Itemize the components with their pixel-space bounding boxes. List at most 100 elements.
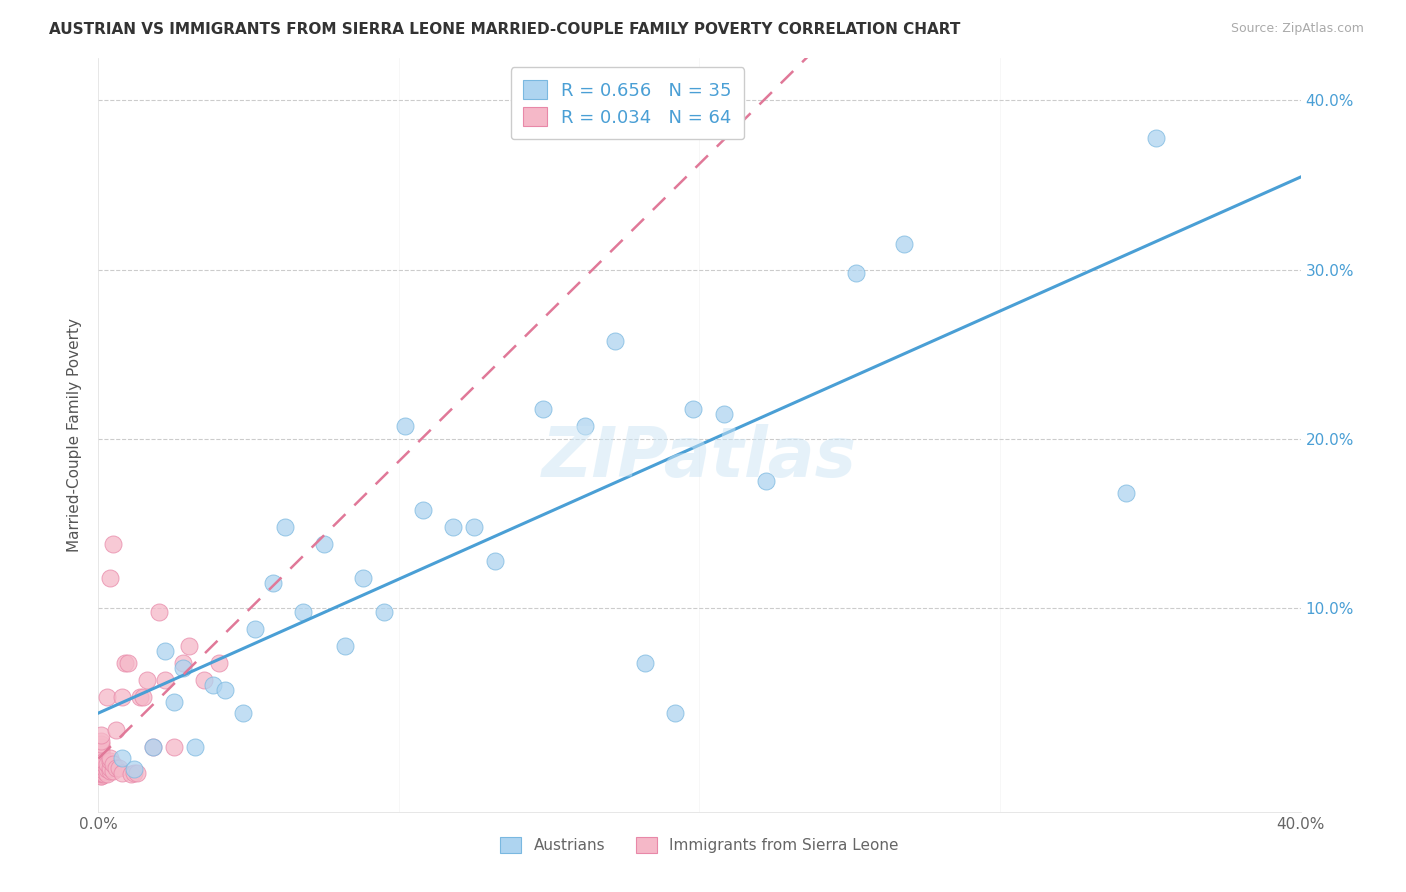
Point	[441, 520, 464, 534]
Point	[90, 769, 112, 783]
Point	[103, 757, 125, 772]
Point	[93, 767, 115, 781]
Point	[90, 737, 112, 751]
Point	[333, 639, 356, 653]
Point	[90, 748, 112, 763]
Point	[90, 747, 112, 761]
Point	[103, 537, 125, 551]
Point	[90, 761, 112, 775]
Point	[605, 334, 627, 348]
Point	[373, 605, 395, 619]
Point	[172, 656, 194, 670]
Point	[90, 754, 112, 768]
Legend: Austrians, Immigrants from Sierra Leone: Austrians, Immigrants from Sierra Leone	[492, 830, 907, 861]
Point	[90, 763, 112, 777]
Point	[90, 763, 112, 777]
Point	[93, 754, 115, 768]
Text: AUSTRIAN VS IMMIGRANTS FROM SIERRA LEONE MARRIED-COUPLE FAMILY POVERTY CORRELATI: AUSTRIAN VS IMMIGRANTS FROM SIERRA LEONE…	[49, 22, 960, 37]
Point	[162, 740, 184, 755]
Point	[111, 765, 134, 780]
Point	[291, 605, 314, 619]
Point	[111, 750, 134, 764]
Point	[243, 622, 266, 636]
Point	[90, 744, 112, 758]
Point	[103, 764, 125, 778]
Point	[172, 661, 194, 675]
Point	[201, 678, 224, 692]
Point	[148, 605, 170, 619]
Point	[96, 690, 118, 704]
Point	[93, 764, 115, 778]
Point	[121, 767, 143, 781]
Point	[664, 706, 686, 721]
Point	[90, 761, 112, 775]
Point	[100, 764, 122, 778]
Point	[90, 733, 112, 747]
Point	[100, 754, 122, 768]
Point	[90, 757, 112, 772]
Point	[262, 576, 284, 591]
Point	[105, 761, 128, 775]
Point	[90, 740, 112, 755]
Point	[208, 656, 231, 670]
Point	[93, 757, 115, 772]
Point	[755, 475, 778, 489]
Point	[90, 769, 112, 783]
Point	[634, 656, 657, 670]
Y-axis label: Married-Couple Family Poverty: Married-Couple Family Poverty	[67, 318, 83, 552]
Point	[153, 673, 176, 687]
Point	[105, 723, 128, 738]
Point	[214, 682, 236, 697]
Point	[90, 756, 112, 770]
Point	[574, 418, 596, 433]
Point	[100, 571, 122, 585]
Point	[463, 520, 485, 534]
Point	[100, 750, 122, 764]
Point	[162, 695, 184, 709]
Point	[312, 537, 335, 551]
Point	[129, 690, 152, 704]
Point	[845, 266, 868, 280]
Point	[96, 763, 118, 777]
Point	[93, 761, 115, 775]
Point	[141, 740, 163, 755]
Text: Source: ZipAtlas.com: Source: ZipAtlas.com	[1230, 22, 1364, 36]
Point	[124, 763, 146, 777]
Point	[117, 656, 139, 670]
Point	[90, 757, 112, 772]
Point	[90, 759, 112, 773]
Point	[893, 237, 915, 252]
Point	[96, 767, 118, 781]
Point	[1115, 486, 1137, 500]
Point	[111, 690, 134, 704]
Point	[412, 503, 434, 517]
Point	[1144, 130, 1167, 145]
Point	[127, 765, 149, 780]
Point	[90, 746, 112, 760]
Point	[100, 761, 122, 775]
Point	[90, 729, 112, 743]
Point	[352, 571, 374, 585]
Point	[96, 757, 118, 772]
Point	[135, 673, 157, 687]
Point	[232, 706, 254, 721]
Point	[713, 407, 735, 421]
Point	[90, 764, 112, 778]
Point	[177, 639, 200, 653]
Text: ZIPatlas: ZIPatlas	[541, 424, 858, 491]
Point	[132, 690, 155, 704]
Point	[682, 401, 704, 416]
Point	[183, 740, 205, 755]
Point	[193, 673, 215, 687]
Point	[531, 401, 554, 416]
Point	[90, 765, 112, 780]
Point	[484, 554, 506, 568]
Point	[90, 767, 112, 781]
Point	[90, 765, 112, 780]
Point	[90, 764, 112, 778]
Point	[141, 740, 163, 755]
Point	[90, 754, 112, 768]
Point	[90, 750, 112, 764]
Point	[394, 418, 416, 433]
Point	[114, 656, 136, 670]
